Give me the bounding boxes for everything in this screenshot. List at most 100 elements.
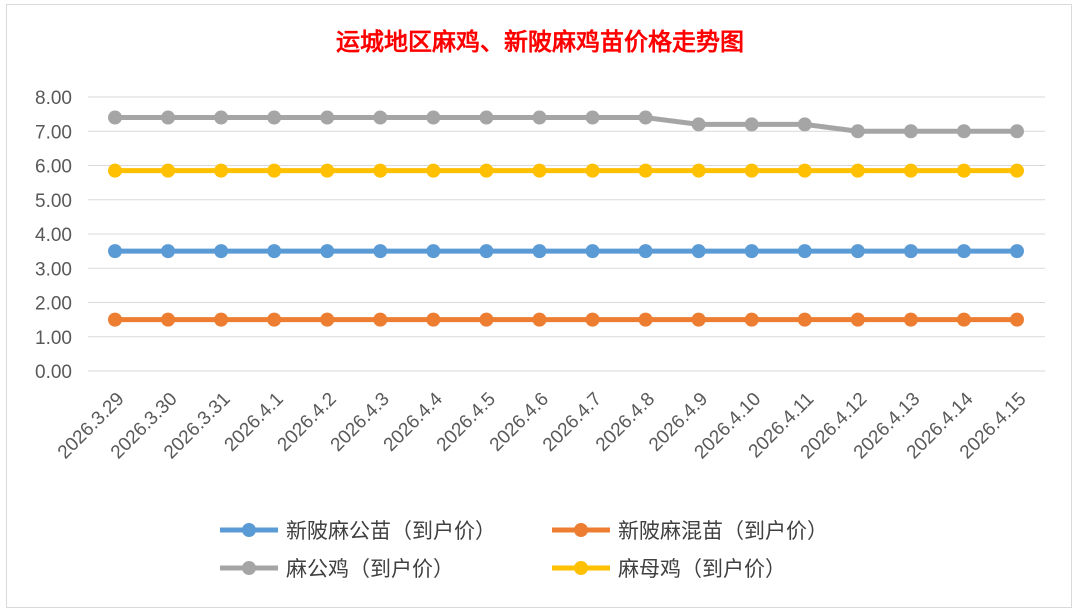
data-point — [267, 312, 282, 327]
y-tick-label: 2.00 — [35, 294, 72, 315]
data-point — [108, 312, 122, 327]
data-point — [320, 163, 335, 178]
y-tick-label: 8.00 — [35, 88, 72, 109]
data-point — [532, 163, 547, 178]
y-tick-label: 4.00 — [35, 225, 72, 246]
legend: 新陂麻公苗（到户价） 新陂麻混苗（到户价） 麻公鸡（到户价） 麻母鸡（到户价） — [220, 519, 828, 581]
data-point — [744, 312, 759, 327]
data-point — [797, 163, 812, 178]
data-point — [744, 163, 759, 178]
data-point — [426, 163, 441, 178]
data-point — [797, 244, 812, 259]
data-point — [585, 312, 600, 327]
data-point — [479, 110, 494, 125]
data-point — [479, 244, 494, 259]
data-point — [797, 312, 812, 327]
data-point — [956, 244, 971, 259]
y-tick-label: 3.00 — [35, 259, 72, 280]
data-point — [532, 312, 547, 327]
legend-item: 新陂麻混苗（到户价） — [552, 519, 828, 543]
data-point — [1010, 124, 1024, 139]
y-tick-label: 7.00 — [35, 122, 72, 143]
data-point — [585, 244, 600, 259]
data-point — [532, 110, 547, 125]
data-point — [903, 244, 918, 259]
data-point — [691, 163, 706, 178]
data-point — [373, 312, 388, 327]
data-point — [850, 312, 865, 327]
data-point — [214, 312, 229, 327]
data-point — [638, 312, 653, 327]
series-1 — [108, 312, 1024, 327]
series-group — [108, 110, 1024, 327]
data-point — [426, 244, 441, 259]
data-point — [850, 244, 865, 259]
legend-item: 麻公鸡（到户价） — [220, 557, 454, 581]
chart-title: 运城地区麻鸡、新陂麻鸡苗价格走势图 — [336, 27, 744, 56]
legend-item: 新陂麻公苗（到户价） — [220, 519, 496, 543]
data-point — [426, 312, 441, 327]
y-tick-label: 6.00 — [35, 157, 72, 178]
data-point — [638, 110, 653, 125]
x-axis: 2026.3.292026.3.302026.3.312026.4.12026.… — [54, 388, 1031, 463]
legend-item: 麻母鸡（到户价） — [552, 557, 786, 581]
data-point — [320, 244, 335, 259]
data-point — [108, 110, 122, 125]
data-point — [320, 312, 335, 327]
data-point — [161, 163, 176, 178]
data-point — [214, 163, 229, 178]
data-point — [479, 312, 494, 327]
data-point — [214, 244, 229, 259]
data-point — [267, 110, 282, 125]
data-point — [426, 110, 441, 125]
data-point — [691, 312, 706, 327]
data-point — [744, 244, 759, 259]
data-point — [373, 110, 388, 125]
series-0 — [108, 244, 1024, 259]
legend-swatch-marker — [574, 523, 588, 537]
data-point — [850, 124, 865, 139]
data-point — [903, 312, 918, 327]
data-point — [373, 163, 388, 178]
data-point — [532, 244, 547, 259]
y-axis: 0.00 1.00 2.00 3.00 4.00 5.00 6.00 7.00 8.00 — [35, 88, 72, 383]
legend-label: 新陂麻公苗（到户价） — [286, 519, 496, 543]
legend-swatch-marker — [242, 523, 256, 537]
data-point — [161, 110, 176, 125]
data-point — [1010, 244, 1024, 259]
data-point — [585, 110, 600, 125]
series-2 — [108, 110, 1024, 139]
data-point — [320, 110, 335, 125]
data-point — [744, 117, 759, 132]
data-point — [956, 124, 971, 139]
data-point — [850, 163, 865, 178]
data-point — [903, 163, 918, 178]
data-point — [638, 244, 653, 259]
data-point — [267, 163, 282, 178]
data-point — [108, 163, 122, 178]
data-point — [956, 163, 971, 178]
data-point — [479, 163, 494, 178]
legend-swatch-marker — [574, 561, 588, 575]
data-point — [797, 117, 812, 132]
data-point — [638, 163, 653, 178]
y-tick-label: 5.00 — [35, 191, 72, 212]
data-point — [214, 110, 229, 125]
series-line — [112, 115, 1020, 134]
data-point — [1010, 163, 1024, 178]
data-point — [1010, 312, 1024, 327]
series-3 — [108, 163, 1024, 178]
legend-label: 麻公鸡（到户价） — [286, 557, 454, 581]
data-point — [956, 312, 971, 327]
data-point — [161, 244, 176, 259]
data-point — [373, 244, 388, 259]
legend-label: 麻母鸡（到户价） — [618, 557, 786, 581]
gridlines — [88, 96, 1045, 372]
data-point — [903, 124, 918, 139]
data-point — [691, 117, 706, 132]
data-point — [108, 244, 122, 259]
data-point — [161, 312, 176, 327]
data-point — [691, 244, 706, 259]
data-point — [267, 244, 282, 259]
